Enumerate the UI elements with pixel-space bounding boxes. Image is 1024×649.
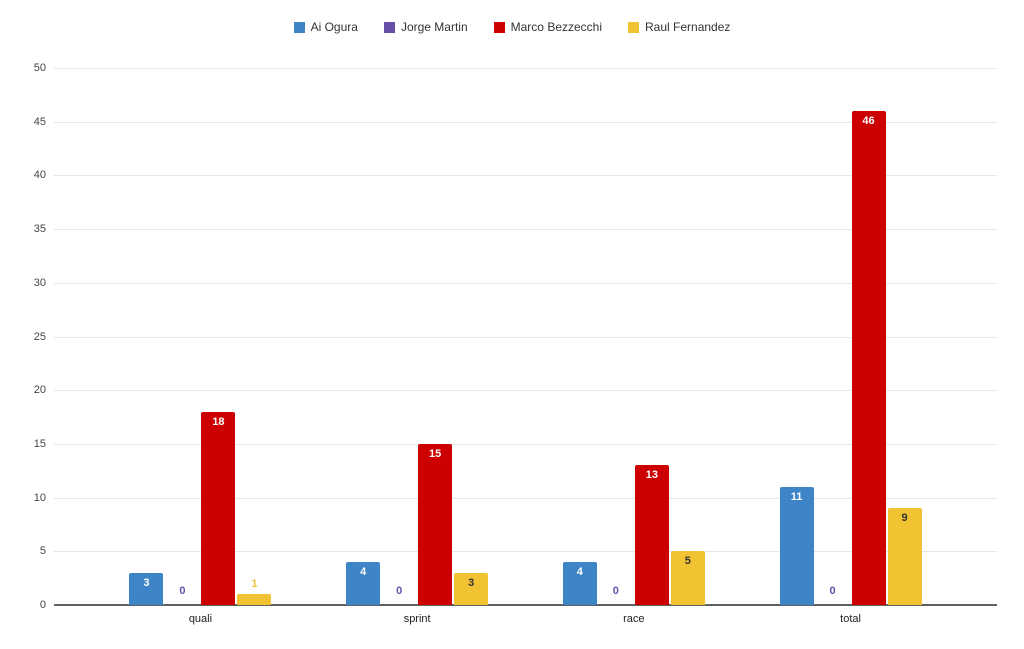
legend-item-jorge-martin: Jorge Martin — [383, 20, 468, 34]
y-axis-tick-label: 25 — [33, 330, 46, 343]
legend-item-marco-bezzecchi: Marco Bezzecchi — [493, 20, 603, 34]
gridline — [54, 443, 997, 445]
y-axis-tick-label: 35 — [33, 223, 46, 236]
bar-value-label: 13 — [645, 469, 658, 482]
x-axis-category-label: race — [623, 613, 645, 625]
bar-quali-raul-fernandez — [237, 594, 272, 605]
bar-value-label: 46 — [862, 114, 875, 127]
bar-value-label: 15 — [429, 447, 442, 460]
y-axis-tick-label: 10 — [33, 491, 46, 504]
legend-label: Marco Bezzecchi — [510, 20, 603, 34]
gridline — [54, 175, 997, 177]
y-axis-tick-label: 50 — [33, 62, 46, 74]
bar-value-label: 0 — [396, 585, 403, 597]
bar-quali-ai-ogura — [129, 572, 164, 605]
y-axis-tick-label: 20 — [33, 384, 46, 397]
x-axis-category-label: total — [840, 613, 861, 625]
legend-item-ai-ogura: Ai Ogura — [293, 20, 358, 34]
gridline — [54, 229, 997, 231]
bar-sprint-raul-fernandez — [454, 572, 489, 605]
y-axis-tick-label: 40 — [33, 169, 46, 182]
gridline — [54, 121, 997, 123]
legend-label: Ai Ogura — [310, 20, 358, 34]
bar-value-label: 3 — [468, 576, 475, 589]
y-axis-tick-label: 0 — [39, 599, 46, 611]
gridline — [54, 68, 997, 69]
bar-value-label: 3 — [143, 576, 150, 589]
legend-item-raul-fernandez: Raul Fernandez — [628, 21, 730, 33]
gridline — [54, 390, 997, 392]
bar-value-label: 0 — [179, 585, 186, 597]
bar-value-label: 9 — [901, 512, 908, 525]
y-axis-tick-label: 30 — [33, 276, 46, 289]
bar-value-label: 18 — [212, 415, 225, 428]
bar-value-label: 5 — [684, 555, 691, 568]
x-axis-category-label: sprint — [403, 613, 431, 625]
bar-sprint-marco-bezzecchi — [418, 443, 453, 605]
x-axis-category-label: quali — [188, 613, 213, 625]
bar-value-label: 1 — [251, 578, 258, 591]
gridline — [54, 497, 997, 499]
gridline — [54, 282, 997, 284]
bar-value-label: 4 — [576, 566, 583, 579]
bar-value-label: 0 — [612, 585, 619, 597]
y-axis-tick-label: 5 — [39, 545, 46, 558]
bar-value-label: 11 — [790, 490, 803, 503]
bar-race-marco-bezzecchi — [634, 465, 669, 605]
legend-color-swatch — [493, 21, 505, 33]
x-axis-line — [54, 604, 997, 606]
legend-color-swatch — [293, 21, 305, 33]
bar-quali-marco-bezzecchi — [201, 411, 236, 605]
bar-total-raul-fernandez — [887, 508, 922, 605]
legend-label: Raul Fernandez — [645, 20, 731, 34]
bar-race-ai-ogura — [562, 562, 597, 605]
gridline — [54, 551, 997, 553]
bar-race-raul-fernandez — [670, 551, 705, 605]
legend-color-swatch — [383, 21, 395, 33]
legend-label: Jorge Martin — [400, 20, 468, 34]
bar-total-ai-ogura — [779, 486, 814, 605]
y-axis-tick-label: 15 — [33, 437, 46, 450]
bar-value-label: 4 — [360, 566, 367, 579]
bar-sprint-ai-ogura — [346, 562, 381, 605]
chart-legend: Ai Ogura Jorge Martin Marco Bezzecchi Raul … — [0, 21, 1024, 33]
gridline — [54, 336, 997, 338]
bar-total-marco-bezzecchi — [851, 110, 886, 605]
legend-color-swatch — [628, 21, 640, 33]
y-axis-tick-label: 45 — [33, 115, 46, 128]
bar-value-label: 0 — [829, 585, 836, 597]
